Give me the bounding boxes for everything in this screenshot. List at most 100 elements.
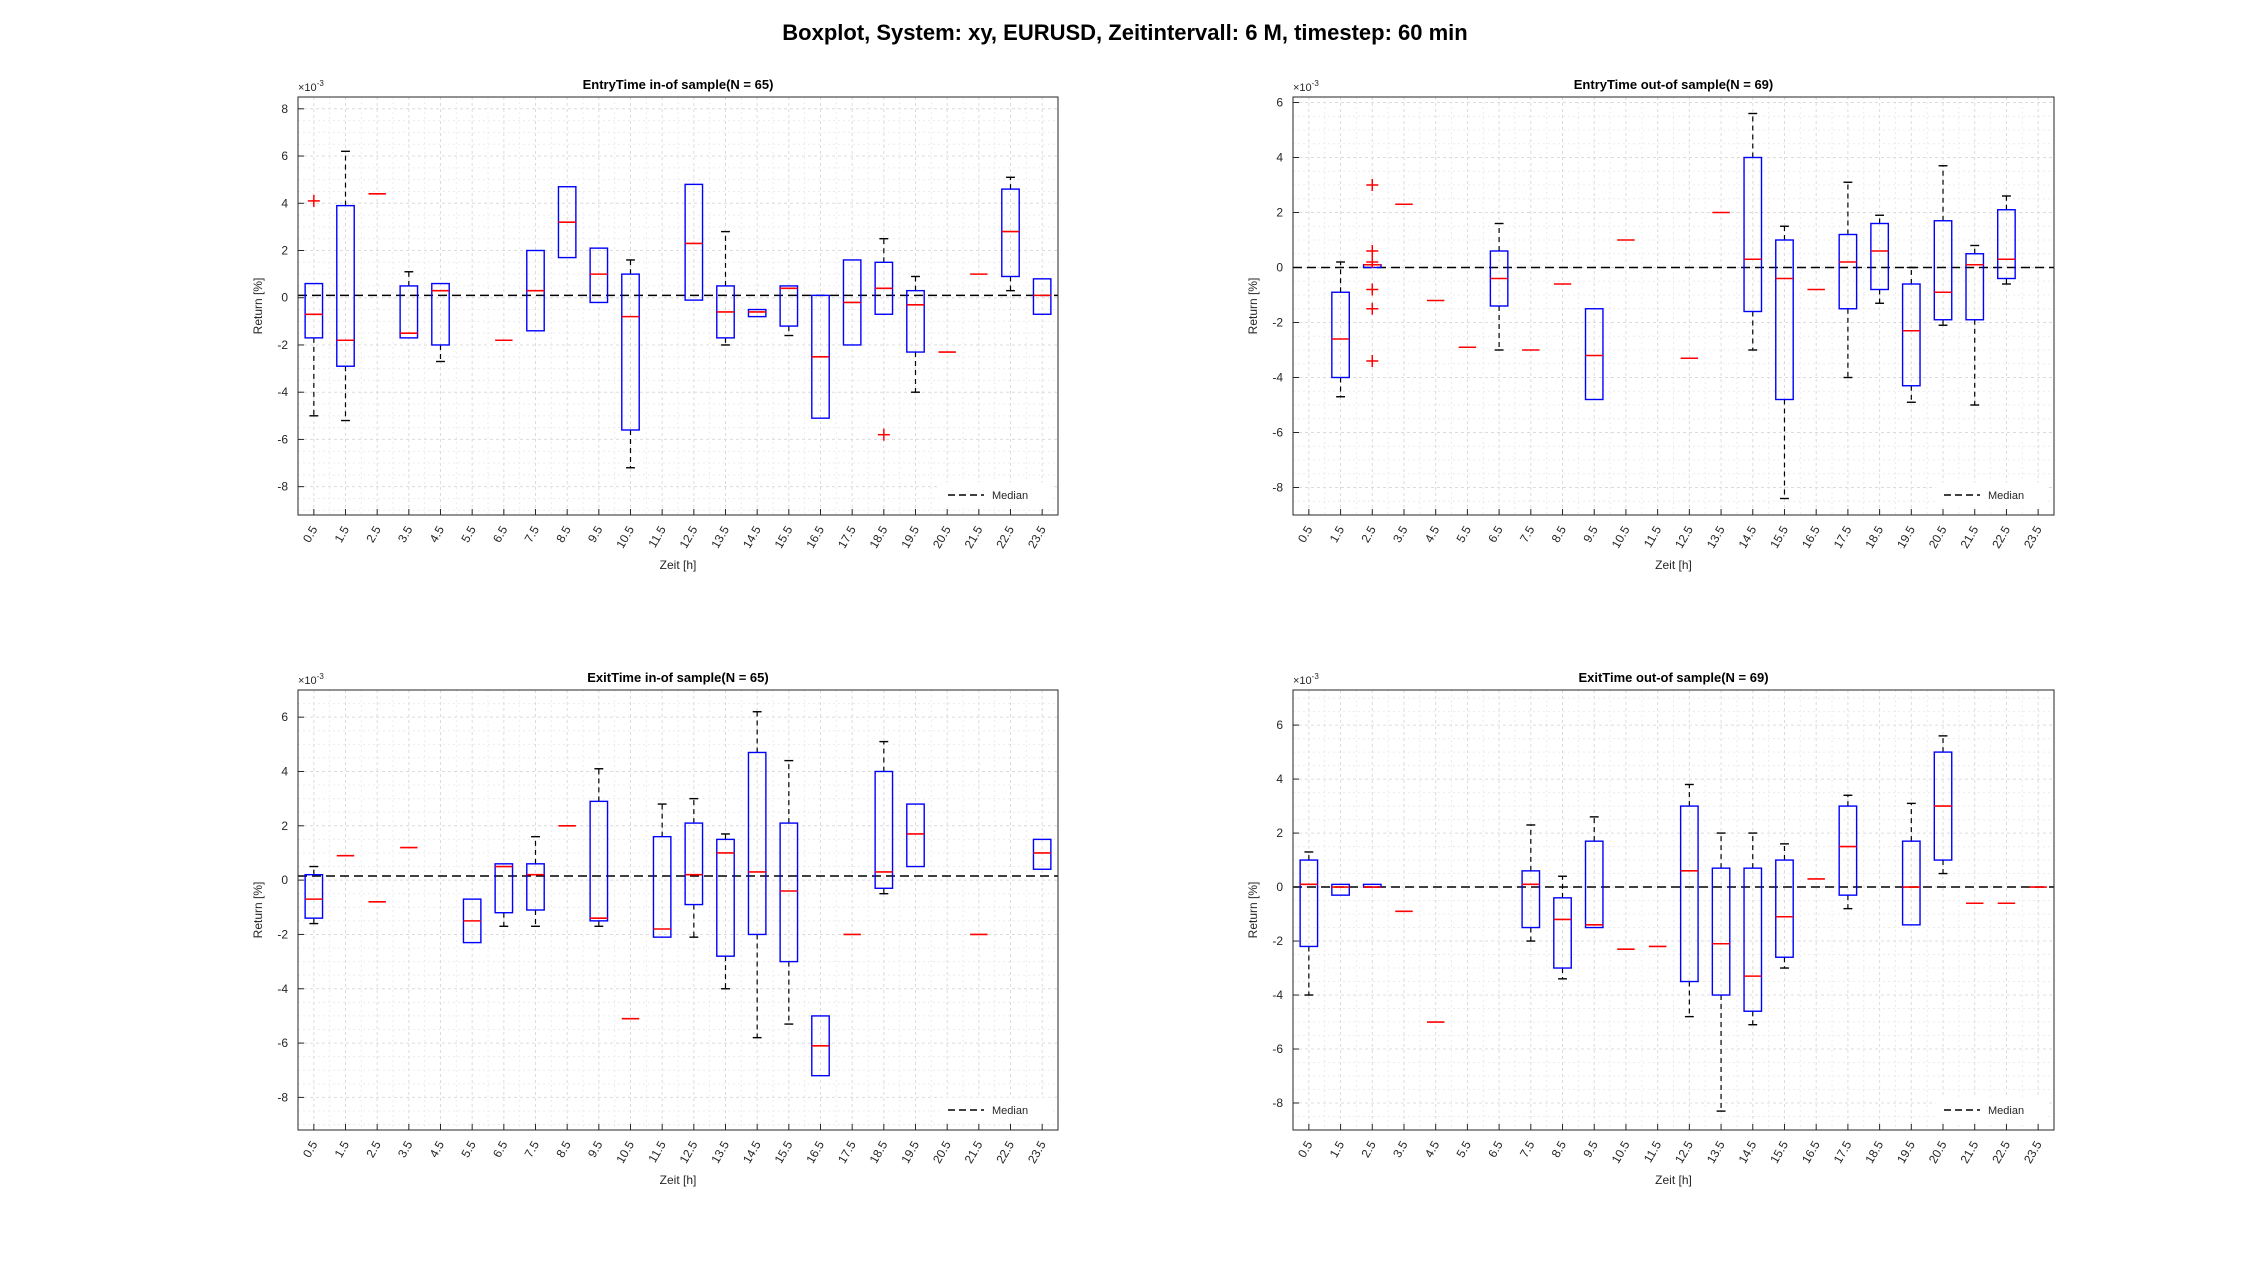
y-axis-label: Return [%] [251, 278, 265, 335]
x-tick-label: 4.5 [1422, 523, 1443, 545]
box-2.5 [1362, 179, 1382, 367]
box-iqr [747, 751, 767, 936]
box-iqr [1775, 239, 1794, 401]
y-exponent-label: ×10-3 [1293, 672, 1319, 687]
x-tick-label: 3.5 [395, 523, 416, 545]
y-tick-label: 0 [1276, 261, 1283, 275]
y-tick-label: -4 [1272, 988, 1283, 1002]
box-1.5 [1331, 883, 1350, 896]
x-tick-label: 15.5 [772, 1138, 796, 1166]
legend: Median [1935, 482, 2047, 508]
x-tick-label: 23.5 [1025, 1138, 1049, 1166]
box-iqr [1743, 867, 1763, 1012]
box-iqr [1584, 840, 1604, 929]
box-iqr [1997, 209, 2016, 280]
box-iqr [684, 183, 704, 301]
panel-title: ExitTime out-of sample(N = 69) [1578, 670, 1768, 685]
y-tick-label: -2 [1272, 316, 1283, 330]
x-tick-label: 16.5 [1799, 1138, 1823, 1166]
box-iqr [1553, 897, 1572, 969]
x-tick-label: 20.5 [930, 1138, 954, 1166]
x-tick-label: 14.5 [740, 1138, 764, 1166]
box-10.5 [621, 259, 640, 469]
x-tick-label: 7.5 [1517, 523, 1538, 545]
y-tick-label: -2 [277, 927, 288, 941]
outlier-marker [1366, 283, 1379, 296]
x-tick-label: 8.5 [553, 1138, 574, 1160]
x-tick-label: 5.5 [458, 1138, 479, 1160]
x-tick-label: 6.5 [1485, 1138, 1506, 1160]
box-iqr [1870, 222, 1890, 291]
box-19.5 [1901, 266, 1921, 403]
box-12.5 [684, 183, 704, 301]
box-6.5 [1489, 222, 1509, 351]
x-tick-label: 11.5 [1641, 523, 1665, 550]
x-tick-label: 17.5 [835, 523, 859, 551]
box-19.5 [1901, 802, 1921, 926]
box-18.5 [874, 237, 894, 441]
y-tick-label: -8 [277, 480, 288, 494]
x-tick-label: 14.5 [740, 523, 764, 551]
box-0.5 [304, 865, 324, 925]
outlier-marker [1366, 302, 1379, 315]
box-13.5 [716, 230, 735, 346]
outlier-marker [1366, 355, 1379, 367]
y-tick-label: -8 [1272, 481, 1283, 495]
box-iqr [431, 282, 450, 346]
box-iqr [747, 308, 767, 318]
box-8.5 [1553, 875, 1572, 980]
box-iqr [1584, 308, 1604, 401]
x-tick-label: 13.5 [1704, 1138, 1728, 1166]
box-iqr [1933, 220, 1953, 321]
box-iqr [874, 770, 894, 889]
x-tick-label: 22.5 [993, 1138, 1017, 1166]
y-exponent-power: -3 [1312, 79, 1320, 88]
x-tick-label: 17.5 [1831, 1138, 1855, 1166]
y-exponent-label: ×10-3 [1293, 79, 1319, 94]
box-iqr [1711, 867, 1731, 996]
x-tick-label: 15.5 [1767, 523, 1791, 551]
box-iqr [621, 273, 640, 431]
axes-frame [1292, 689, 2055, 1131]
y-tick-label: 2 [281, 244, 288, 258]
box-iqr [1679, 805, 1699, 983]
x-tick-label: 21.5 [1958, 523, 1982, 551]
panel-title: ExitTime in-of sample(N = 65) [587, 670, 768, 685]
x-tick-label: 16.5 [803, 523, 827, 551]
box-9.5 [589, 768, 609, 927]
legend-label: Median [992, 490, 1028, 502]
box-7.5 [526, 249, 545, 332]
legend-box [939, 1097, 1051, 1123]
box-1.5 [1331, 261, 1350, 398]
box-iqr [1299, 859, 1319, 948]
x-tick-label: 9.5 [1580, 1138, 1601, 1160]
outlier-marker [1366, 256, 1379, 268]
box-22.5 [1001, 176, 1020, 292]
box-12.5 [1679, 783, 1699, 1018]
box-15.5 [1775, 225, 1794, 500]
x-tick-label: 6.5 [1485, 523, 1506, 545]
box-iqr [399, 285, 419, 339]
y-tick-label: 0 [1276, 880, 1283, 894]
outlier-marker [877, 428, 890, 441]
y-tick-label: 8 [281, 102, 288, 116]
x-tick-label: 3.5 [1390, 1138, 1411, 1160]
box-19.5 [906, 275, 925, 393]
y-tick-label: 6 [281, 710, 288, 724]
plot-area: -8 -6 -4 -2 0 2 4 6 0.5 1.5 2.5 3.5 4.5 5.5 6.5 7.5 8.5 9… [251, 670, 1059, 1187]
x-tick-label: 10.5 [1609, 1138, 1633, 1166]
x-tick-label: 12.5 [677, 523, 701, 551]
box-7.5 [526, 835, 545, 927]
x-tick-label: 16.5 [1799, 523, 1823, 551]
legend-label: Median [1988, 1105, 2024, 1117]
box-iqr [1838, 805, 1858, 896]
x-axis-label: Zeit [h] [1655, 1173, 1692, 1187]
y-tick-label: 2 [281, 819, 288, 833]
chart-svg: -8 -6 -4 -2 0 2 4 6 8 0.5 1.5 2.5 3.5 4.5 5.5 6.5 7.5 8.5… [251, 77, 1059, 572]
axes-frame [1292, 96, 2055, 516]
box-17.5 [1838, 181, 1858, 379]
chart-svg: -8 -6 -4 -2 0 2 4 6 0.5 1.5 2.5 3.5 4.5 5.5 6.5 7.5 8.5 9… [1246, 77, 2055, 572]
box-iqr [1001, 188, 1020, 278]
x-tick-label: 4.5 [1422, 1138, 1443, 1160]
x-tick-label: 21.5 [1958, 1138, 1982, 1166]
